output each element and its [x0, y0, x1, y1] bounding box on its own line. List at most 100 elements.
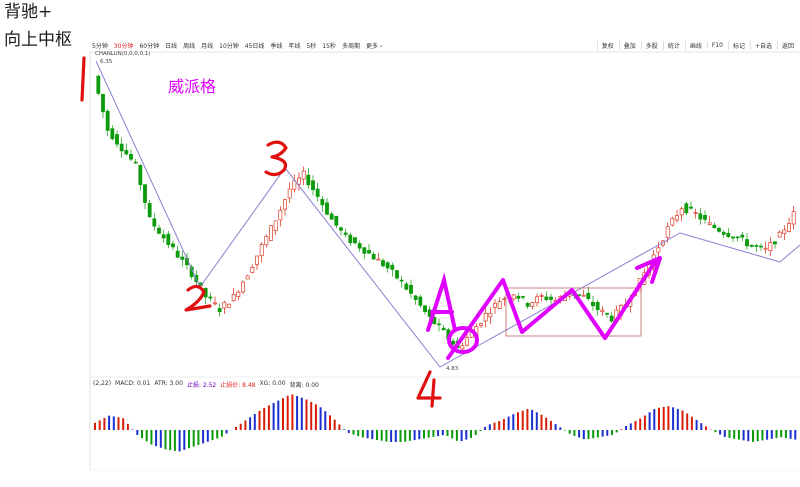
candle-body: [460, 345, 465, 350]
candle-body: [712, 224, 717, 228]
macd-legend-item: 止损: 2.52: [186, 382, 217, 389]
low-price-label: 4.83: [446, 366, 459, 372]
candle-body: [539, 295, 544, 297]
candle-body: [119, 143, 124, 152]
candle-body: [581, 294, 586, 297]
candle-body: [231, 293, 236, 301]
candle-body: [96, 75, 101, 94]
candle-body: [768, 242, 773, 252]
candle-body: [213, 302, 217, 305]
high-price-label: 6.35: [100, 59, 113, 65]
candle-body: [283, 199, 287, 210]
candle-body: [763, 247, 768, 250]
heading-line2: 向上中枢: [4, 30, 72, 50]
macd-legend-item: 止损价: 8.48: [220, 382, 256, 389]
period-tab[interactable]: 60分钟: [139, 42, 160, 50]
period-tab[interactable]: 10分钟: [219, 42, 239, 50]
pivot-box: [505, 287, 642, 337]
toolbar-button[interactable]: F10: [706, 41, 723, 49]
macd-legend-item: (2,22): [93, 380, 112, 387]
candle-body: [236, 291, 241, 297]
candle-body: [138, 165, 143, 186]
candle-body: [110, 128, 115, 140]
period-tab[interactable]: 日线: [165, 42, 178, 50]
candle-body: [217, 308, 222, 312]
candle-body: [297, 177, 301, 185]
candle-body: [357, 243, 362, 249]
candle-body: [376, 258, 381, 261]
candle-body: [301, 170, 306, 180]
candle-body: [250, 267, 255, 273]
candle-body: [325, 202, 329, 215]
candle-body: [787, 223, 791, 232]
candle-body: [418, 296, 423, 306]
period-tab[interactable]: 月线: [201, 42, 214, 50]
candle-body: [502, 298, 507, 301]
toolbar-button[interactable]: 统计: [662, 40, 680, 50]
candle-body: [465, 337, 469, 346]
candle-body: [497, 301, 502, 309]
period-tab[interactable]: 更多 ›: [365, 42, 383, 50]
toolbar-button[interactable]: 复权: [596, 40, 614, 50]
candle-body: [166, 233, 171, 245]
candle-body: [311, 180, 315, 191]
toolbar-button[interactable]: +自选: [749, 40, 772, 50]
candle-body: [339, 227, 343, 231]
candle-body: [278, 209, 283, 221]
candle-body: [395, 270, 399, 279]
period-tab[interactable]: 30分钟: [113, 42, 134, 50]
period-tab[interactable]: 5分钟: [92, 42, 108, 50]
period-tab[interactable]: 5秒: [306, 42, 317, 50]
candle-body: [782, 229, 787, 234]
candle-body: [698, 213, 703, 220]
handdrawn-letter-a: [426, 272, 457, 332]
candle-body: [544, 296, 549, 300]
toolbar-button[interactable]: 多股: [640, 40, 658, 50]
period-tab[interactable]: 季线: [270, 42, 283, 50]
candle-body: [348, 234, 353, 244]
macd-legend-item: 背离: 0.00: [289, 382, 319, 389]
stock-name-annotation: 威派格: [168, 77, 217, 96]
candle-body: [605, 313, 609, 315]
candle-body: [731, 236, 735, 239]
candle-body: [549, 296, 553, 300]
candle-body: [409, 284, 413, 294]
period-tab[interactable]: 45日线: [244, 42, 265, 50]
handdrawn-arrowhead: [635, 256, 662, 284]
toolbar-button[interactable]: 叠加: [618, 40, 636, 50]
candle-body: [656, 247, 661, 253]
candle-body: [105, 110, 110, 131]
candle-body: [152, 218, 157, 227]
toolbar-button[interactable]: 标记: [727, 40, 745, 50]
candle-body: [665, 226, 670, 238]
candle-body: [530, 302, 535, 307]
candle-body: [147, 203, 152, 218]
candle-body: [483, 313, 488, 322]
candle-body: [129, 153, 133, 160]
period-tab[interactable]: 15秒: [322, 42, 336, 50]
candle-body: [273, 220, 278, 232]
candle-body: [133, 161, 138, 164]
toolbar-button[interactable]: 返回: [776, 40, 794, 50]
toolbar-button[interactable]: 画线: [684, 40, 702, 50]
candle-body: [740, 234, 745, 238]
candle-body: [689, 206, 693, 209]
candle-body: [175, 250, 180, 258]
candle-body: [721, 231, 726, 235]
candle-body: [124, 150, 129, 155]
candle-body: [773, 241, 777, 245]
period-tab[interactable]: 年线: [288, 42, 301, 50]
candle-body: [791, 211, 796, 225]
candle-body: [609, 315, 614, 322]
candle-body: [371, 253, 376, 260]
macd-legend: (2,22) MACD: 0.01 ATR: 3.00 止损: 2.52 止损价: 8.…: [93, 380, 319, 389]
period-tab[interactable]: 多周期: [341, 42, 360, 50]
candle-body: [264, 236, 269, 246]
candle-body: [684, 203, 689, 214]
period-tab[interactable]: 周线: [183, 42, 196, 50]
candle-body: [115, 134, 119, 145]
period-toolbar: 5分钟 30分钟 60分钟 日线 周线 月线 10分钟 45日线 季线 年线 5秒 15秒 多周期 更多 …: [92, 38, 800, 52]
candle-body: [479, 323, 483, 326]
candle-body: [362, 247, 367, 254]
